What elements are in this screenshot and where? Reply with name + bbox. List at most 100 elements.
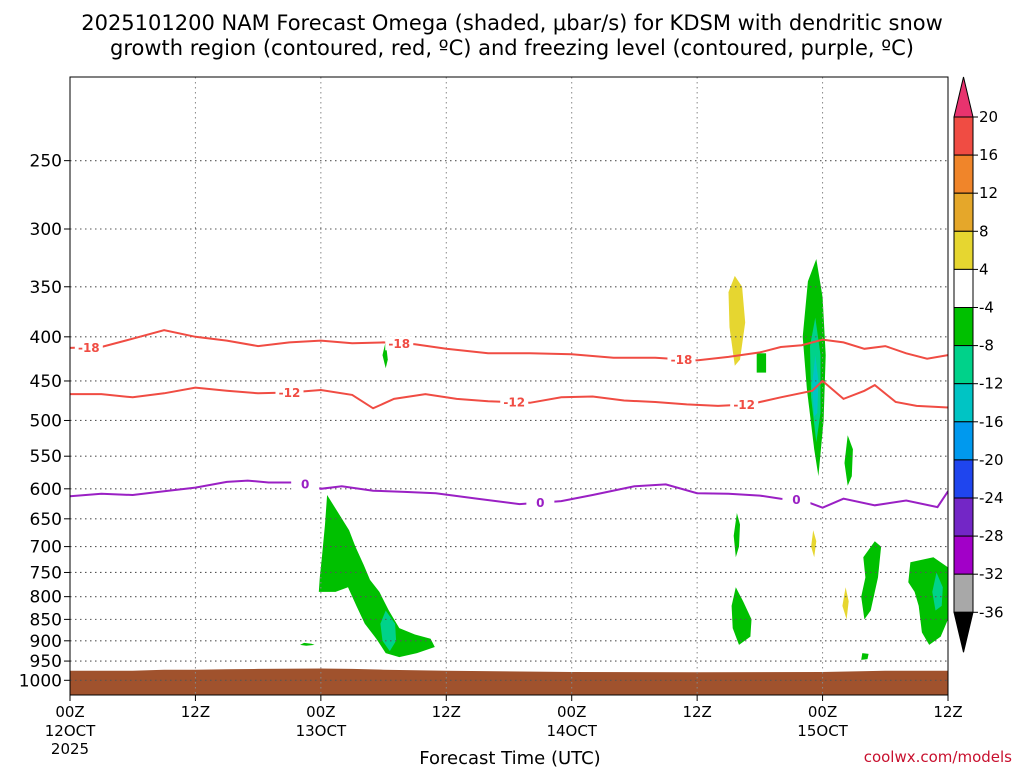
plot-area: -18 -18 -18 -12 -12 -12 0 0 0 250 300 350 400 450 500 5… xyxy=(19,76,963,758)
y-tick-label-15: 1000 xyxy=(19,671,62,691)
x-tick-label-2: 00Z xyxy=(306,703,335,721)
colorbar-swatch-8 xyxy=(953,383,974,423)
contour-line-0 xyxy=(70,329,948,362)
terrain-surface xyxy=(70,668,948,695)
contour-line-1 xyxy=(70,379,948,410)
colorbar-top-arrow xyxy=(953,76,974,118)
x-tick-date-6: 15OCT xyxy=(797,722,848,740)
omega-shade-14 xyxy=(861,541,882,620)
x-tick-date-0: 12OCT xyxy=(45,722,96,740)
colorbar-label-1: 16 xyxy=(979,146,998,164)
omega-shade-8 xyxy=(812,355,819,417)
x-tick-label-3: 12Z xyxy=(432,703,461,721)
omega-shade-15 xyxy=(861,653,869,660)
x-tick-label-6: 00Z xyxy=(808,703,837,721)
omega-shade-5 xyxy=(756,353,767,373)
contour-label-1-2: -12 xyxy=(733,398,755,412)
contour-label-bg-2-2 xyxy=(782,492,811,507)
colorbar-label-11: -28 xyxy=(979,527,1004,545)
colorbar-swatch-6 xyxy=(953,307,974,347)
plot-frame xyxy=(69,76,949,696)
colorbar-label-10: -24 xyxy=(979,489,1004,507)
colorbar-swatch-13 xyxy=(953,573,974,613)
colorbar-label-12: -32 xyxy=(979,565,1004,583)
colorbar-swatch-3 xyxy=(953,192,974,232)
colorbar: 20 16 12 8 4 -4 -8 -12 -16 -20 -24 -28 -32 -36 xyxy=(953,76,1004,653)
colorbar-label-5: -4 xyxy=(979,299,994,317)
x-tick-label-7: 12Z xyxy=(933,703,962,721)
x-tick-label-5: 12Z xyxy=(682,703,711,721)
contour-label-bg-0-1 xyxy=(385,336,414,351)
y-tick-label-0: 250 xyxy=(30,152,62,172)
contour-label-0-0: -18 xyxy=(78,341,100,355)
y-tick-label-7: 600 xyxy=(30,480,62,500)
y-tick-label-5: 500 xyxy=(30,411,62,431)
contour-label-2-2: 0 xyxy=(792,493,800,507)
contour-label-2-0: 0 xyxy=(301,478,309,492)
omega-shade-2 xyxy=(300,642,315,646)
x-tick-label-1: 12Z xyxy=(181,703,210,721)
y-tick-label-10: 750 xyxy=(30,563,62,583)
omega-shade-16 xyxy=(908,557,948,645)
chart-title-line-2: growth region (contoured, red, ºC) and f… xyxy=(110,36,914,60)
colorbar-label-3: 8 xyxy=(979,222,989,240)
contour-label-1-0: -12 xyxy=(279,386,301,400)
y-tick-label-11: 800 xyxy=(30,588,62,608)
y-tick-label-3: 400 xyxy=(30,328,62,348)
chart-title-line-1: 2025101200 NAM Forecast Omega (shaded, μ… xyxy=(81,11,943,35)
omega-shade-1 xyxy=(380,610,397,652)
colorbar-label-4: 4 xyxy=(979,260,989,278)
x-axis-label: Forecast Time (UTC) xyxy=(419,748,600,768)
y-tick-label-2: 350 xyxy=(30,278,62,298)
contour-label-bg-0-2 xyxy=(667,352,696,367)
x-tick-date-4: 14OCT xyxy=(546,722,597,740)
contour-label-bg-1-0 xyxy=(275,385,304,400)
contour-label-bg-2-1 xyxy=(526,495,555,510)
colorbar-label-13: -36 xyxy=(979,603,1004,621)
y-tick-label-1: 300 xyxy=(30,220,62,240)
omega-shade-11 xyxy=(842,587,849,620)
colorbar-swatch-2 xyxy=(953,154,974,194)
y-tick-label-8: 650 xyxy=(30,510,62,530)
x-tick-year-0: 2025 xyxy=(51,740,89,758)
plot-inner: -18 -18 -18 -12 -12 -12 0 0 0 xyxy=(70,77,948,695)
y-tick-label-14: 950 xyxy=(30,652,62,672)
contour-label-bg-1-2 xyxy=(730,397,759,412)
contour-label-bg-2-0 xyxy=(291,477,320,492)
colorbar-swatch-11 xyxy=(953,497,974,537)
contour-label-bg-1-1 xyxy=(500,395,529,410)
omega-shade-10 xyxy=(811,530,817,558)
colorbar-swatch-7 xyxy=(953,345,974,385)
colorbar-label-2: 12 xyxy=(979,184,998,202)
contour-line-2 xyxy=(70,479,948,509)
x-tick-date-2: 13OCT xyxy=(296,722,347,740)
credit-text: coolwx.com/models xyxy=(864,748,1012,766)
colorbar-swatch-4 xyxy=(953,230,974,270)
contour-label-1-1: -12 xyxy=(503,396,525,410)
colorbar-swatch-12 xyxy=(953,535,974,575)
y-tick-label-6: 550 xyxy=(30,447,62,467)
colorbar-swatch-9 xyxy=(953,421,974,461)
colorbar-bottom-arrow xyxy=(953,611,974,653)
colorbar-label-7: -12 xyxy=(979,375,1004,393)
colorbar-swatch-5 xyxy=(953,268,974,308)
colorbar-swatch-10 xyxy=(953,459,974,499)
omega-shade-13 xyxy=(731,587,752,645)
y-tick-label-12: 850 xyxy=(30,610,62,630)
y-tick-label-13: 900 xyxy=(30,632,62,652)
colorbar-label-6: -8 xyxy=(979,337,994,355)
omega-shade-12 xyxy=(733,513,740,558)
y-tick-label-9: 700 xyxy=(30,538,62,558)
colorbar-label-0: 20 xyxy=(979,108,998,126)
contour-label-0-1: -18 xyxy=(388,337,410,351)
colorbar-swatch-1 xyxy=(953,116,974,156)
contour-label-0-2: -18 xyxy=(671,353,693,367)
omega-shade-0 xyxy=(318,495,435,658)
colorbar-label-8: -16 xyxy=(979,413,1004,431)
y-tick-label-4: 450 xyxy=(30,372,62,392)
contour-label-2-1: 0 xyxy=(536,496,544,510)
x-tick-label-0: 00Z xyxy=(55,703,84,721)
contour-label-bg-0-0 xyxy=(74,340,103,355)
colorbar-label-9: -20 xyxy=(979,451,1004,469)
